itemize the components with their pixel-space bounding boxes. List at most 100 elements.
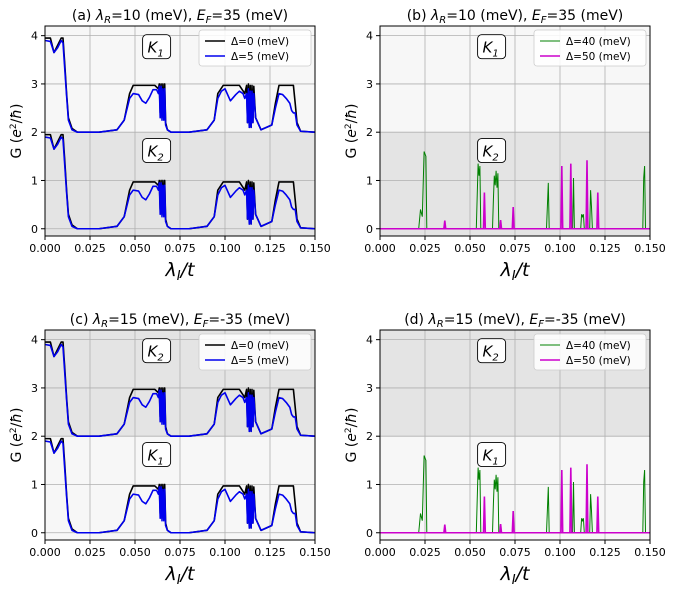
text-part: 2 (344, 123, 354, 129)
series-delta40-peak (492, 474, 500, 533)
legend-label: Δ=0 (meV) (231, 36, 289, 48)
series-delta5-upper-line (45, 39, 315, 134)
k-label: K2 (482, 143, 498, 164)
text-part: K (147, 447, 158, 465)
text-part: e (344, 129, 360, 138)
legend-label: Δ=5 (meV) (231, 355, 289, 367)
series-delta50-peak (511, 510, 515, 533)
series-delta40-peak (418, 455, 428, 533)
x-tick-label: 0.100 (544, 546, 576, 559)
text-part: I (177, 269, 181, 284)
legend-label: Δ=40 (meV) (566, 340, 631, 352)
k-label-box (142, 34, 172, 60)
text-part: λ (165, 259, 177, 281)
text-part: R (101, 319, 108, 330)
text-part: K (482, 39, 493, 57)
x-tick-label: 0.125 (589, 546, 621, 559)
x-tick-label: 0.050 (119, 242, 151, 255)
text-part: (d) (404, 312, 428, 328)
text-part: (c) (70, 312, 93, 328)
text-part: 1 (492, 49, 498, 60)
x-tick-label: 0.025 (409, 546, 441, 559)
x-tick-label: 0.025 (409, 242, 441, 255)
y-tick-label: 0 (31, 527, 38, 540)
y-tick-label: 4 (366, 30, 373, 43)
text-part: K (482, 447, 493, 465)
x-tick-label: 0.150 (634, 546, 666, 559)
series-delta50-peak (596, 496, 600, 533)
y-tick-label: 3 (31, 78, 38, 91)
x-tick-label: 0.075 (164, 242, 196, 255)
series-delta5-upper-line (45, 343, 315, 438)
x-tick-label: 0.150 (634, 242, 666, 255)
text-part: / (344, 422, 360, 427)
text-part: ) (344, 407, 360, 412)
series-delta40-peak (572, 482, 575, 533)
text-part: 1 (492, 457, 498, 468)
y-tick-label: 1 (31, 478, 38, 491)
legend: Δ=40 (meV) Δ=50 (meV) (533, 29, 647, 67)
series-delta40-peak (546, 182, 550, 229)
text-part: ) (344, 103, 360, 108)
y-tick-label: 2 (366, 126, 373, 139)
text-part: e (9, 129, 25, 138)
x-axis-label: λI/t (500, 563, 531, 588)
y-tick-label: 1 (366, 174, 373, 187)
text-part: / (9, 422, 25, 427)
x-tick-label: 0.025 (74, 546, 106, 559)
plot-area (45, 341, 315, 534)
legend-label: Δ=0 (meV) (231, 340, 289, 352)
series-delta50-peak (482, 192, 487, 229)
text-part: /t (179, 259, 196, 281)
x-tick-label: 0.050 (454, 546, 486, 559)
text-part: e (9, 433, 25, 442)
text-part: =35 (meV) (547, 8, 624, 24)
k-label: K2 (482, 343, 498, 364)
series-delta40-peak (572, 178, 575, 229)
x-axis-label: λI/t (500, 259, 531, 284)
x-tick-label: 0.075 (499, 242, 531, 255)
text-part: / (344, 118, 360, 123)
panel-title: (b) λR=10 (meV), EF=35 (meV) (407, 8, 624, 26)
text-part: I (512, 269, 516, 284)
k-label: K1 (147, 39, 163, 60)
y-tick-label: 3 (366, 382, 373, 395)
series-delta50-peak (569, 467, 573, 533)
y-axis-label: G (e2/ħ) (9, 407, 25, 462)
text-part: 2 (344, 427, 354, 433)
plot-area (380, 455, 650, 534)
series-delta50-peak (511, 206, 515, 229)
legend: Δ=40 (meV) Δ=50 (meV) (533, 333, 647, 371)
series-delta40-peak (642, 165, 646, 229)
y-tick-label: 2 (366, 430, 373, 443)
series-delta50-peak (585, 464, 589, 533)
text-part: λ (165, 563, 177, 585)
series-delta5-lower-line (45, 136, 315, 230)
legend-label: Δ=50 (meV) (566, 355, 631, 367)
text-part: ħ (344, 413, 360, 423)
legend-frame (198, 333, 312, 371)
text-part: λ (500, 563, 512, 585)
series-delta40-peak (589, 494, 593, 533)
series-delta40-peak (475, 163, 482, 229)
y-tick-label: 1 (31, 174, 38, 187)
x-tick-label: 0.025 (74, 242, 106, 255)
series-delta40-peak (492, 170, 500, 229)
text-part: E (532, 8, 541, 24)
k-label-box (477, 338, 507, 364)
text-part: G ( (9, 442, 25, 463)
series-delta50-peak (498, 523, 503, 533)
text-part: ħ (9, 413, 25, 423)
text-part: λ (95, 8, 104, 24)
text-part: λ (430, 8, 439, 24)
text-part: K (482, 343, 493, 361)
y-tick-label: 0 (31, 223, 38, 236)
y-tick-label: 3 (31, 382, 38, 395)
text-part: 2 (157, 153, 163, 164)
panel-c: 0.000 0.025 0.050 0.075 0.100 0.125 0.150 0 1 2 3 4… (9, 312, 331, 588)
text-part: E (197, 8, 206, 24)
legend-label: Δ=50 (meV) (566, 51, 631, 63)
series-delta50-peak (585, 160, 589, 229)
y-tick-label: 1 (366, 478, 373, 491)
